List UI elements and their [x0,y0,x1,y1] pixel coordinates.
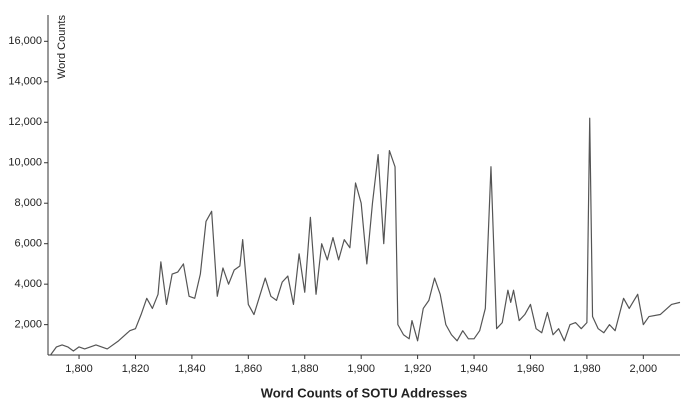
x-tick-label: 1,920 [404,363,432,375]
x-tick-label: 1,960 [517,363,545,375]
y-tick-label: 6,000 [14,238,42,250]
x-tick-label: 1,880 [291,363,319,375]
y-tick-label: 12,000 [8,116,42,128]
y-tick-label: 8,000 [14,197,42,209]
line [50,117,681,355]
x-tick-label: 1,940 [460,363,488,375]
y-tick-label: 10,000 [8,157,42,169]
y-tick-label: 16,000 [8,35,42,47]
x-tick-label: 2,000 [630,363,658,375]
y-axis-label: Word Counts [56,15,68,79]
y-tick-label: 4,000 [14,278,42,290]
x-tick-label: 1,980 [573,363,601,375]
y-tick-label: 14,000 [8,76,42,88]
chart-title: Word Counts of SOTU Addresses [261,385,468,400]
x-tick-label: 1,840 [178,363,206,375]
y-tick-label: 2,000 [14,319,42,331]
x-tick-label: 1,800 [65,363,93,375]
x-tick-label: 1,900 [347,363,375,375]
x-tick-label: 1,820 [122,363,150,375]
x-tick-label: 1,860 [235,363,263,375]
